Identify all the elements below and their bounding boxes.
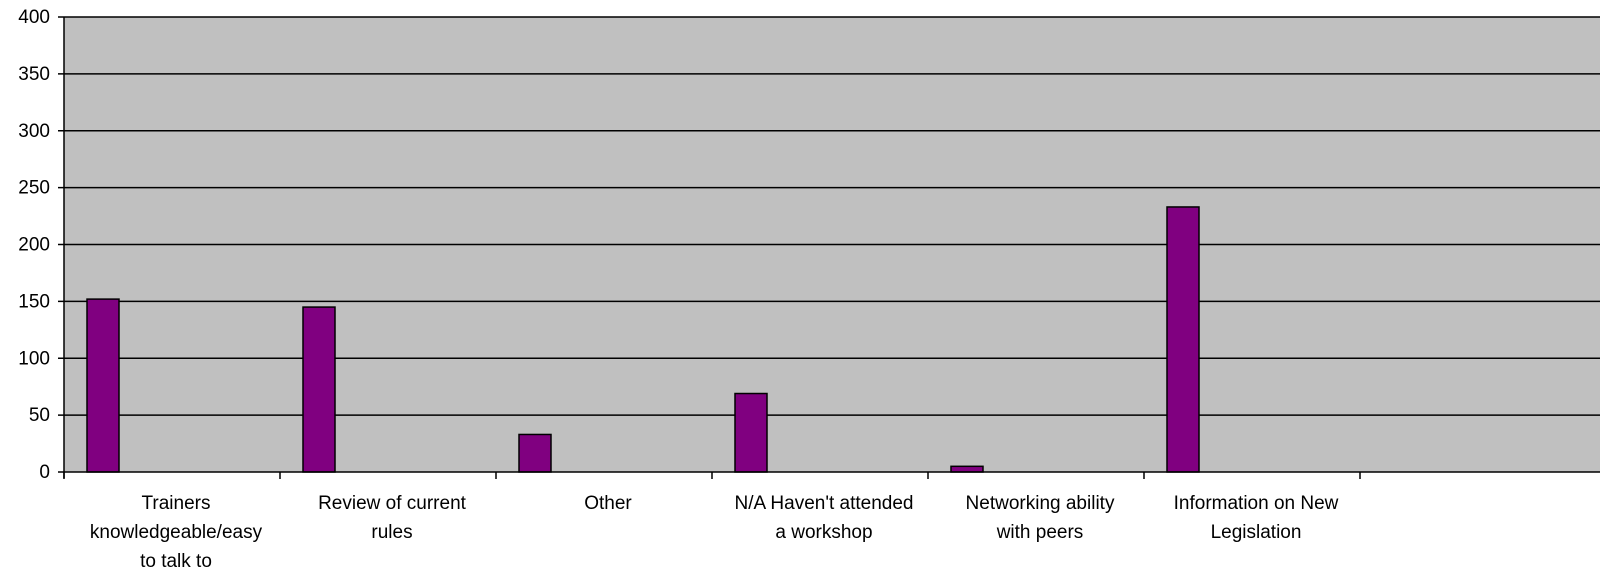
y-tick-label: 350 — [18, 64, 50, 85]
x-category-label: N/A Haven't attended — [735, 493, 914, 514]
bar — [1166, 206, 1200, 473]
bars — [86, 206, 1200, 473]
x-category-label: Trainers — [142, 493, 211, 514]
bar — [86, 298, 120, 473]
y-tick-label: 300 — [18, 121, 50, 142]
x-category-label: rules — [371, 522, 412, 543]
x-category-label: to talk to — [140, 551, 212, 572]
y-axis-ticks: 0 50 100 150 200 250 300 350 400 — [18, 7, 64, 483]
y-tick-label: 100 — [18, 348, 50, 369]
x-axis-labels: Trainers knowledgeable/easy to talk to Revi… — [90, 493, 1339, 572]
x-category-label: Legislation — [1211, 522, 1302, 543]
bar — [302, 306, 336, 473]
y-tick-label: 400 — [18, 7, 50, 28]
bar — [950, 465, 984, 473]
x-category-label: Networking ability — [966, 493, 1115, 514]
x-category-label: with peers — [996, 522, 1084, 543]
y-tick-label: 50 — [29, 405, 50, 426]
x-category-label: Information on New — [1174, 493, 1339, 514]
axes — [63, 17, 1600, 479]
bar — [518, 433, 552, 473]
x-category-label: knowledgeable/easy — [90, 522, 263, 543]
x-category-label: Other — [584, 493, 632, 514]
y-tick-label: 0 — [39, 462, 50, 483]
x-category-label: Review of current — [318, 493, 467, 514]
x-category-label: a workshop — [775, 522, 872, 543]
y-tick-label: 150 — [18, 291, 50, 312]
bar — [734, 392, 768, 473]
y-tick-label: 200 — [18, 235, 50, 256]
y-tick-label: 250 — [18, 178, 50, 199]
